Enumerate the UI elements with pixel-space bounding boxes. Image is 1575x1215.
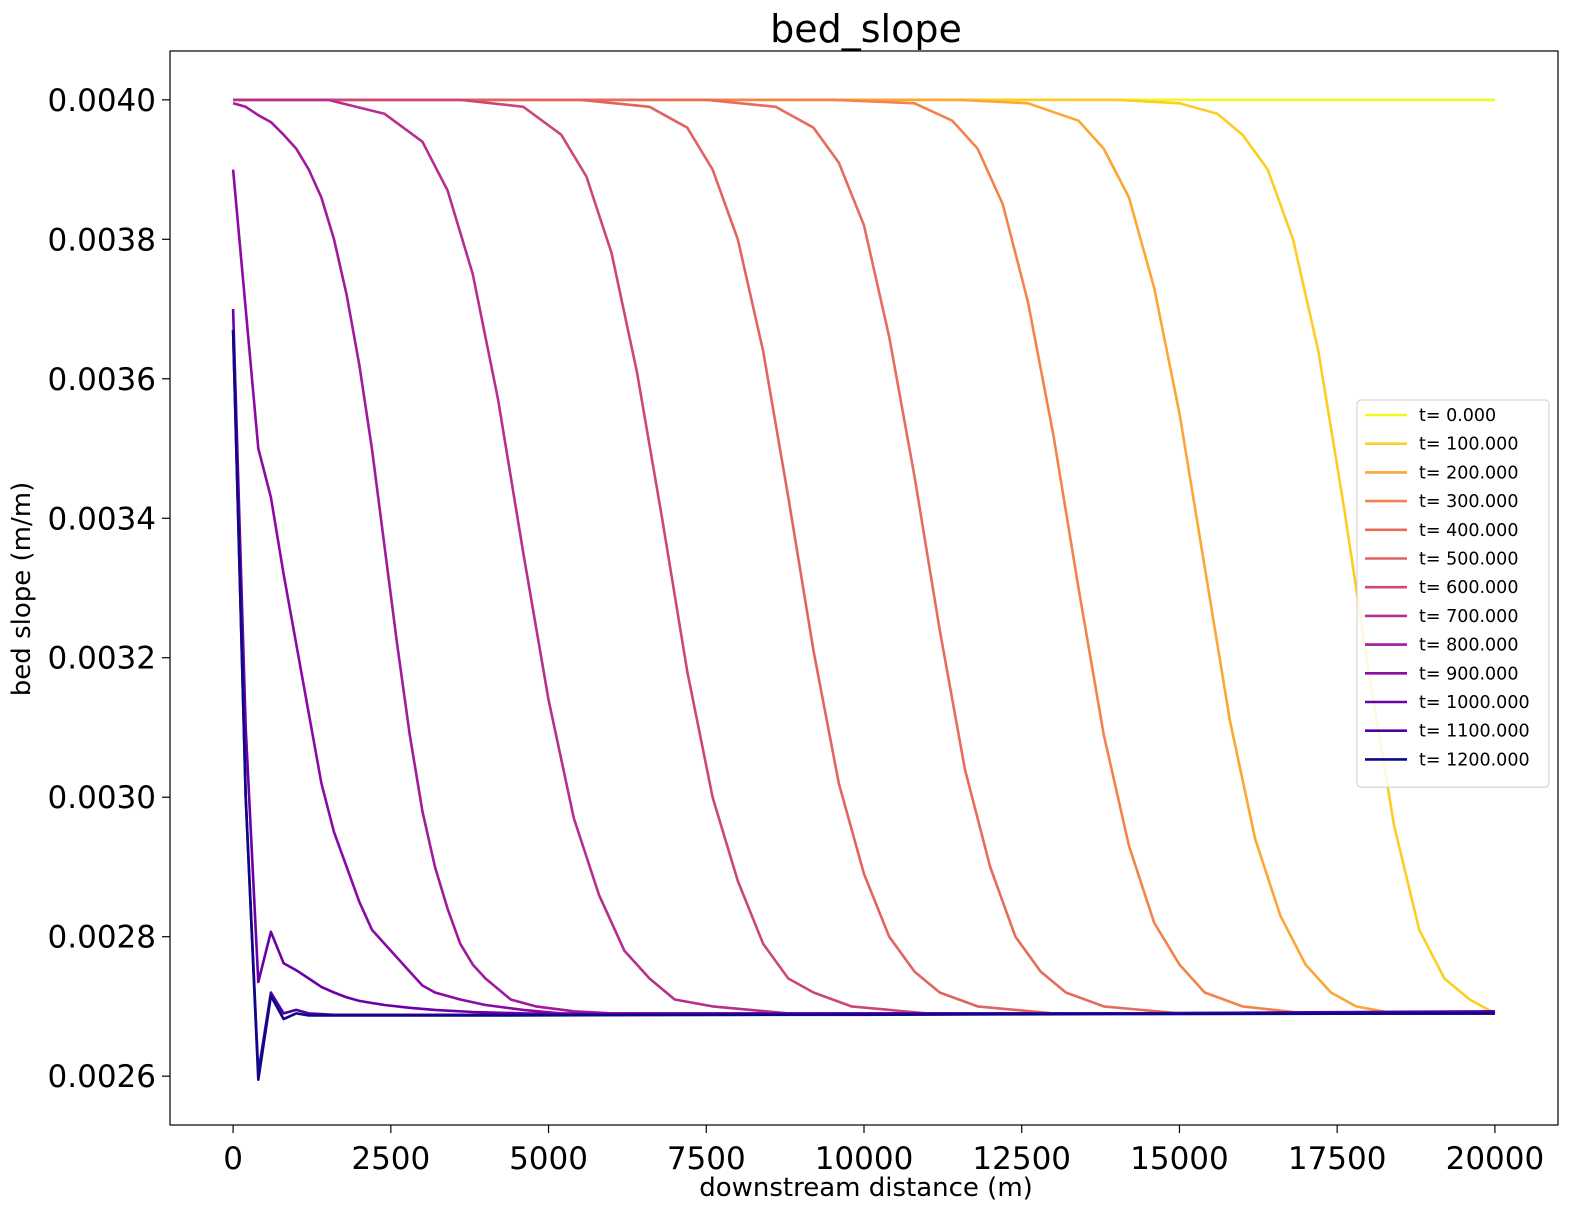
- series-line-3: [233, 98, 1495, 1015]
- series-line-1: [233, 98, 1496, 1015]
- x-axis: 0 2500 5000 7500 10000 12500 15000 17500 20000: [223, 1125, 1544, 1177]
- y-tick-label: 0.0038: [48, 222, 156, 258]
- y-tick-label: 0.0030: [48, 780, 156, 816]
- y-tick-label: 0.0040: [48, 83, 156, 119]
- legend-entry: t= 1200.000: [1419, 750, 1530, 770]
- x-tick-label: 12500: [972, 1141, 1071, 1177]
- y-tick-label: 0.0026: [48, 1059, 156, 1095]
- x-tick-label: 17500: [1288, 1141, 1387, 1177]
- series-line-5: [233, 98, 1495, 1015]
- legend-entry: t= 200.000: [1419, 463, 1518, 483]
- y-tick-label: 0.0028: [48, 920, 156, 956]
- series-line-9: [231, 169, 1495, 1015]
- legend-entry: t= 700.000: [1419, 607, 1518, 627]
- legend-entry: t= 1000.000: [1419, 693, 1530, 713]
- series-line-4: [233, 98, 1495, 1015]
- legend-entry: t= 1100.000: [1419, 722, 1530, 742]
- y-tick-label: 0.0034: [48, 501, 156, 537]
- legend-entry: t= 0.000: [1419, 406, 1496, 426]
- y-axis-label: bed slope (m/m): [7, 482, 37, 696]
- x-tick-label: 10000: [815, 1141, 914, 1177]
- legend-entry: t= 100.000: [1419, 435, 1518, 455]
- x-tick-label: 20000: [1446, 1141, 1545, 1177]
- series-line-2: [233, 98, 1495, 1015]
- legend-entry: t= 500.000: [1419, 550, 1518, 570]
- chart-title: bed_slope: [770, 7, 962, 51]
- x-tick-label: 2500: [351, 1141, 430, 1177]
- legend-entry: t= 400.000: [1419, 521, 1518, 541]
- legend-entry: t= 300.000: [1419, 492, 1518, 512]
- legend-entry: t= 900.000: [1419, 664, 1518, 684]
- x-tick-label: 15000: [1130, 1141, 1229, 1177]
- y-tick-label: 0.0032: [48, 641, 156, 677]
- x-tick-label: 5000: [509, 1141, 588, 1177]
- legend-entry: t= 600.000: [1419, 578, 1518, 598]
- y-axis: 0.0026 0.0028 0.0030 0.0032 0.0034 0.0036 0.00…: [48, 83, 170, 1095]
- x-tick-label: 0: [223, 1141, 243, 1177]
- x-axis-label: downstream distance (m): [699, 1173, 1033, 1203]
- series-layer: [231, 98, 1496, 1081]
- series-line-12: [231, 329, 1495, 1081]
- legend: t= 0.000 t= 100.000 t= 200.000 t= 300.000 t=…: [1356, 399, 1550, 788]
- x-tick-label: 7500: [667, 1141, 746, 1177]
- y-tick-label: 0.0036: [48, 362, 156, 398]
- legend-entry: t= 800.000: [1419, 636, 1518, 656]
- series-line-8: [232, 102, 1495, 1015]
- series-line-10: [231, 308, 1495, 1017]
- series-line-7: [233, 98, 1495, 1015]
- legend-box: [1356, 399, 1550, 788]
- series-line-6: [233, 98, 1495, 1015]
